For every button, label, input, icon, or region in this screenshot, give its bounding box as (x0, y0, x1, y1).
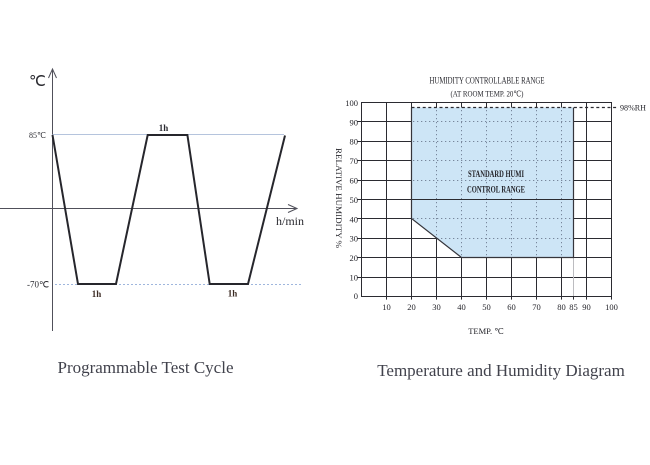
svg-text:-70℃: -70℃ (27, 280, 49, 290)
svg-text:60: 60 (507, 302, 516, 312)
svg-text:℃: ℃ (29, 74, 46, 90)
svg-text:80: 80 (557, 302, 566, 312)
svg-text:TEMP. ℃: TEMP. ℃ (468, 326, 504, 336)
svg-text:60: 60 (350, 176, 359, 186)
svg-text:40: 40 (350, 214, 359, 224)
svg-text:10: 10 (382, 302, 391, 312)
svg-text:85℃: 85℃ (29, 131, 46, 140)
svg-text:1h: 1h (228, 289, 238, 299)
svg-text:100: 100 (345, 98, 358, 108)
svg-text:1h: 1h (159, 123, 169, 133)
svg-text:20: 20 (407, 302, 416, 312)
svg-text:85: 85 (569, 302, 578, 312)
svg-text:CONTROL RANGE: CONTROL RANGE (467, 185, 525, 195)
svg-text:30: 30 (432, 302, 441, 312)
svg-text:100: 100 (605, 302, 618, 312)
svg-text:h/min: h/min (276, 214, 304, 228)
svg-text:50: 50 (482, 302, 491, 312)
svg-text:1h: 1h (92, 289, 102, 299)
svg-text:90: 90 (350, 117, 359, 127)
svg-text:70: 70 (532, 302, 541, 312)
svg-text:(AT ROOM TEMP. 20℃): (AT ROOM TEMP. 20℃) (451, 89, 524, 99)
svg-text:40: 40 (457, 302, 466, 312)
svg-text:30: 30 (350, 234, 359, 244)
svg-text:70: 70 (350, 156, 359, 166)
svg-text:50: 50 (350, 195, 359, 205)
svg-text:90: 90 (582, 302, 591, 312)
svg-text:STANDARD HUMI: STANDARD HUMI (468, 169, 524, 179)
svg-text:80: 80 (350, 137, 359, 147)
svg-text:10: 10 (350, 273, 359, 283)
svg-text:RELATIVE HUMIDITY %: RELATIVE HUMIDITY % (334, 148, 343, 248)
svg-text:98%RH: 98%RH (620, 103, 646, 113)
svg-text:20: 20 (350, 253, 359, 263)
svg-text:0: 0 (354, 291, 358, 301)
svg-text:HUMIDITY CONTROLLABLE RANGE: HUMIDITY CONTROLLABLE RANGE (430, 76, 545, 86)
